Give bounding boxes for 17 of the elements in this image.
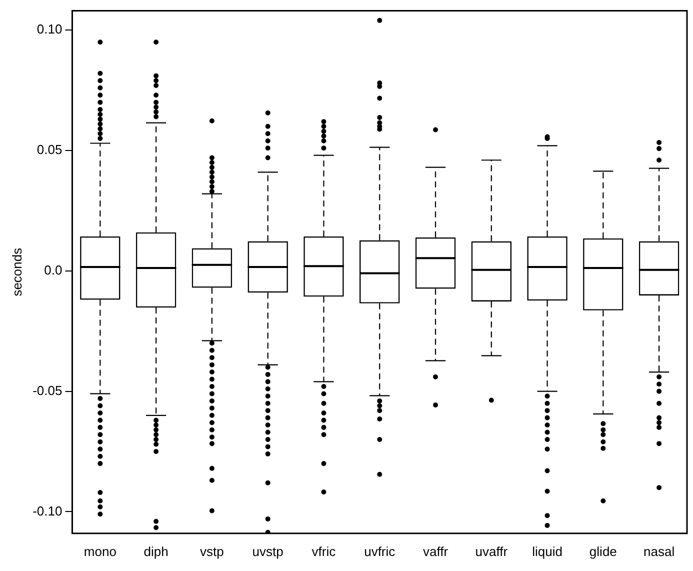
x-tick-label: glide <box>589 544 617 559</box>
x-tick-label: diph <box>144 544 168 559</box>
x-tick-label: nasal <box>644 544 675 559</box>
y-tick-label: -0.10 <box>32 503 62 518</box>
x-tick-label: vaffr <box>422 544 449 559</box>
y-tick-label: -0.05 <box>32 382 62 398</box>
y-tick-label: 0.05 <box>36 142 62 158</box>
x-tick-label: liquid <box>532 544 562 559</box>
x-tick-label: vstp <box>200 544 224 559</box>
y-axis-title: seconds <box>9 247 24 296</box>
y-tick-label: 0.0 <box>44 262 62 278</box>
x-tick-label: uvaffr <box>475 544 508 559</box>
x-tick-label: uvfric <box>364 544 396 559</box>
x-tick-label: vfric <box>312 544 336 559</box>
y-tick-label: 0.10 <box>36 22 62 37</box>
x-tick-label: mono <box>84 544 116 559</box>
x-tick-label: uvstp <box>252 544 284 559</box>
